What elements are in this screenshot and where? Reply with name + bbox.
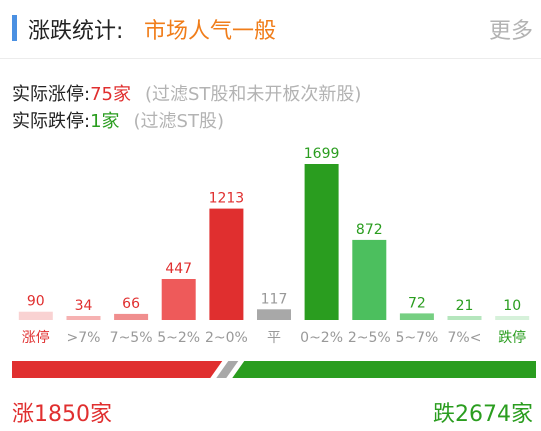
header: 涨跌统计: 市场人气一般 更多 <box>0 0 541 59</box>
bar-8 <box>399 313 434 320</box>
limit-up-value: 75家 <box>90 84 131 105</box>
category-label: 5~2% <box>157 330 200 346</box>
limit-down-label: 实际跌停: <box>12 111 91 132</box>
category-label: 0~2% <box>300 330 343 346</box>
bar-value-label: 21 <box>456 298 474 314</box>
distribution-chart: 90 涨停 34 >7% 66 7~5% 447 5~2% 1213 2~0% 117 平 1699 0~… <box>18 146 530 346</box>
bar-value-label: 872 <box>356 222 383 238</box>
up-down-ratio-bar <box>12 361 536 378</box>
more-link[interactable]: 更多 <box>488 19 533 44</box>
bar-value-label: 66 <box>122 296 140 312</box>
category-label: 2~5% <box>348 330 391 346</box>
bar-1 <box>66 316 101 320</box>
bar-9 <box>447 316 482 320</box>
limit-down-note: (过滤ST股) <box>133 111 224 132</box>
limit-down-stat: 实际跌停:1家 (过滤ST股) <box>12 107 224 133</box>
bar-value-label: 72 <box>408 295 426 311</box>
header-accent-bar <box>12 15 17 41</box>
bar-value-label: 90 <box>27 294 45 310</box>
category-label: 平 <box>267 330 281 346</box>
bar-value-label: 1699 <box>304 146 340 162</box>
bar-value-label: 1213 <box>209 191 245 207</box>
down-segment <box>232 361 536 378</box>
bar-6 <box>304 164 339 320</box>
bar-4 <box>209 208 244 320</box>
category-label: 7%< <box>448 330 482 346</box>
bar-value-label: 34 <box>75 298 93 314</box>
limit-up-label: 实际涨停: <box>12 84 91 105</box>
bar-2 <box>114 313 149 320</box>
limit-down-value: 1家 <box>90 111 120 132</box>
category-label: >7% <box>67 330 101 346</box>
category-label: 涨停 <box>22 329 50 346</box>
category-label: 5~7% <box>395 330 438 346</box>
bar-7 <box>352 239 387 320</box>
category-label: 7~5% <box>110 330 153 346</box>
bar-5 <box>257 309 291 320</box>
bar-10 <box>495 316 530 320</box>
category-label: 2~0% <box>205 330 248 346</box>
section-title: 涨跌统计: <box>28 19 124 44</box>
limit-up-note: (过滤ST股和未开板次新股) <box>144 84 362 105</box>
bar-0 <box>18 311 53 320</box>
total-up-count: 涨1850家 <box>12 402 112 427</box>
market-mood: 市场人气一般 <box>144 19 277 44</box>
limit-up-stat: 实际涨停:75家 (过滤ST股和未开板次新股) <box>12 80 361 106</box>
bar-value-label: 10 <box>503 298 521 314</box>
up-segment <box>12 361 223 378</box>
total-down-count: 跌2674家 <box>433 402 533 427</box>
flat-segment <box>216 361 239 378</box>
category-label: 跌停 <box>498 329 526 346</box>
bar-value-label: 447 <box>165 261 192 277</box>
bar-value-label: 117 <box>261 291 288 307</box>
bar-3 <box>161 279 196 320</box>
